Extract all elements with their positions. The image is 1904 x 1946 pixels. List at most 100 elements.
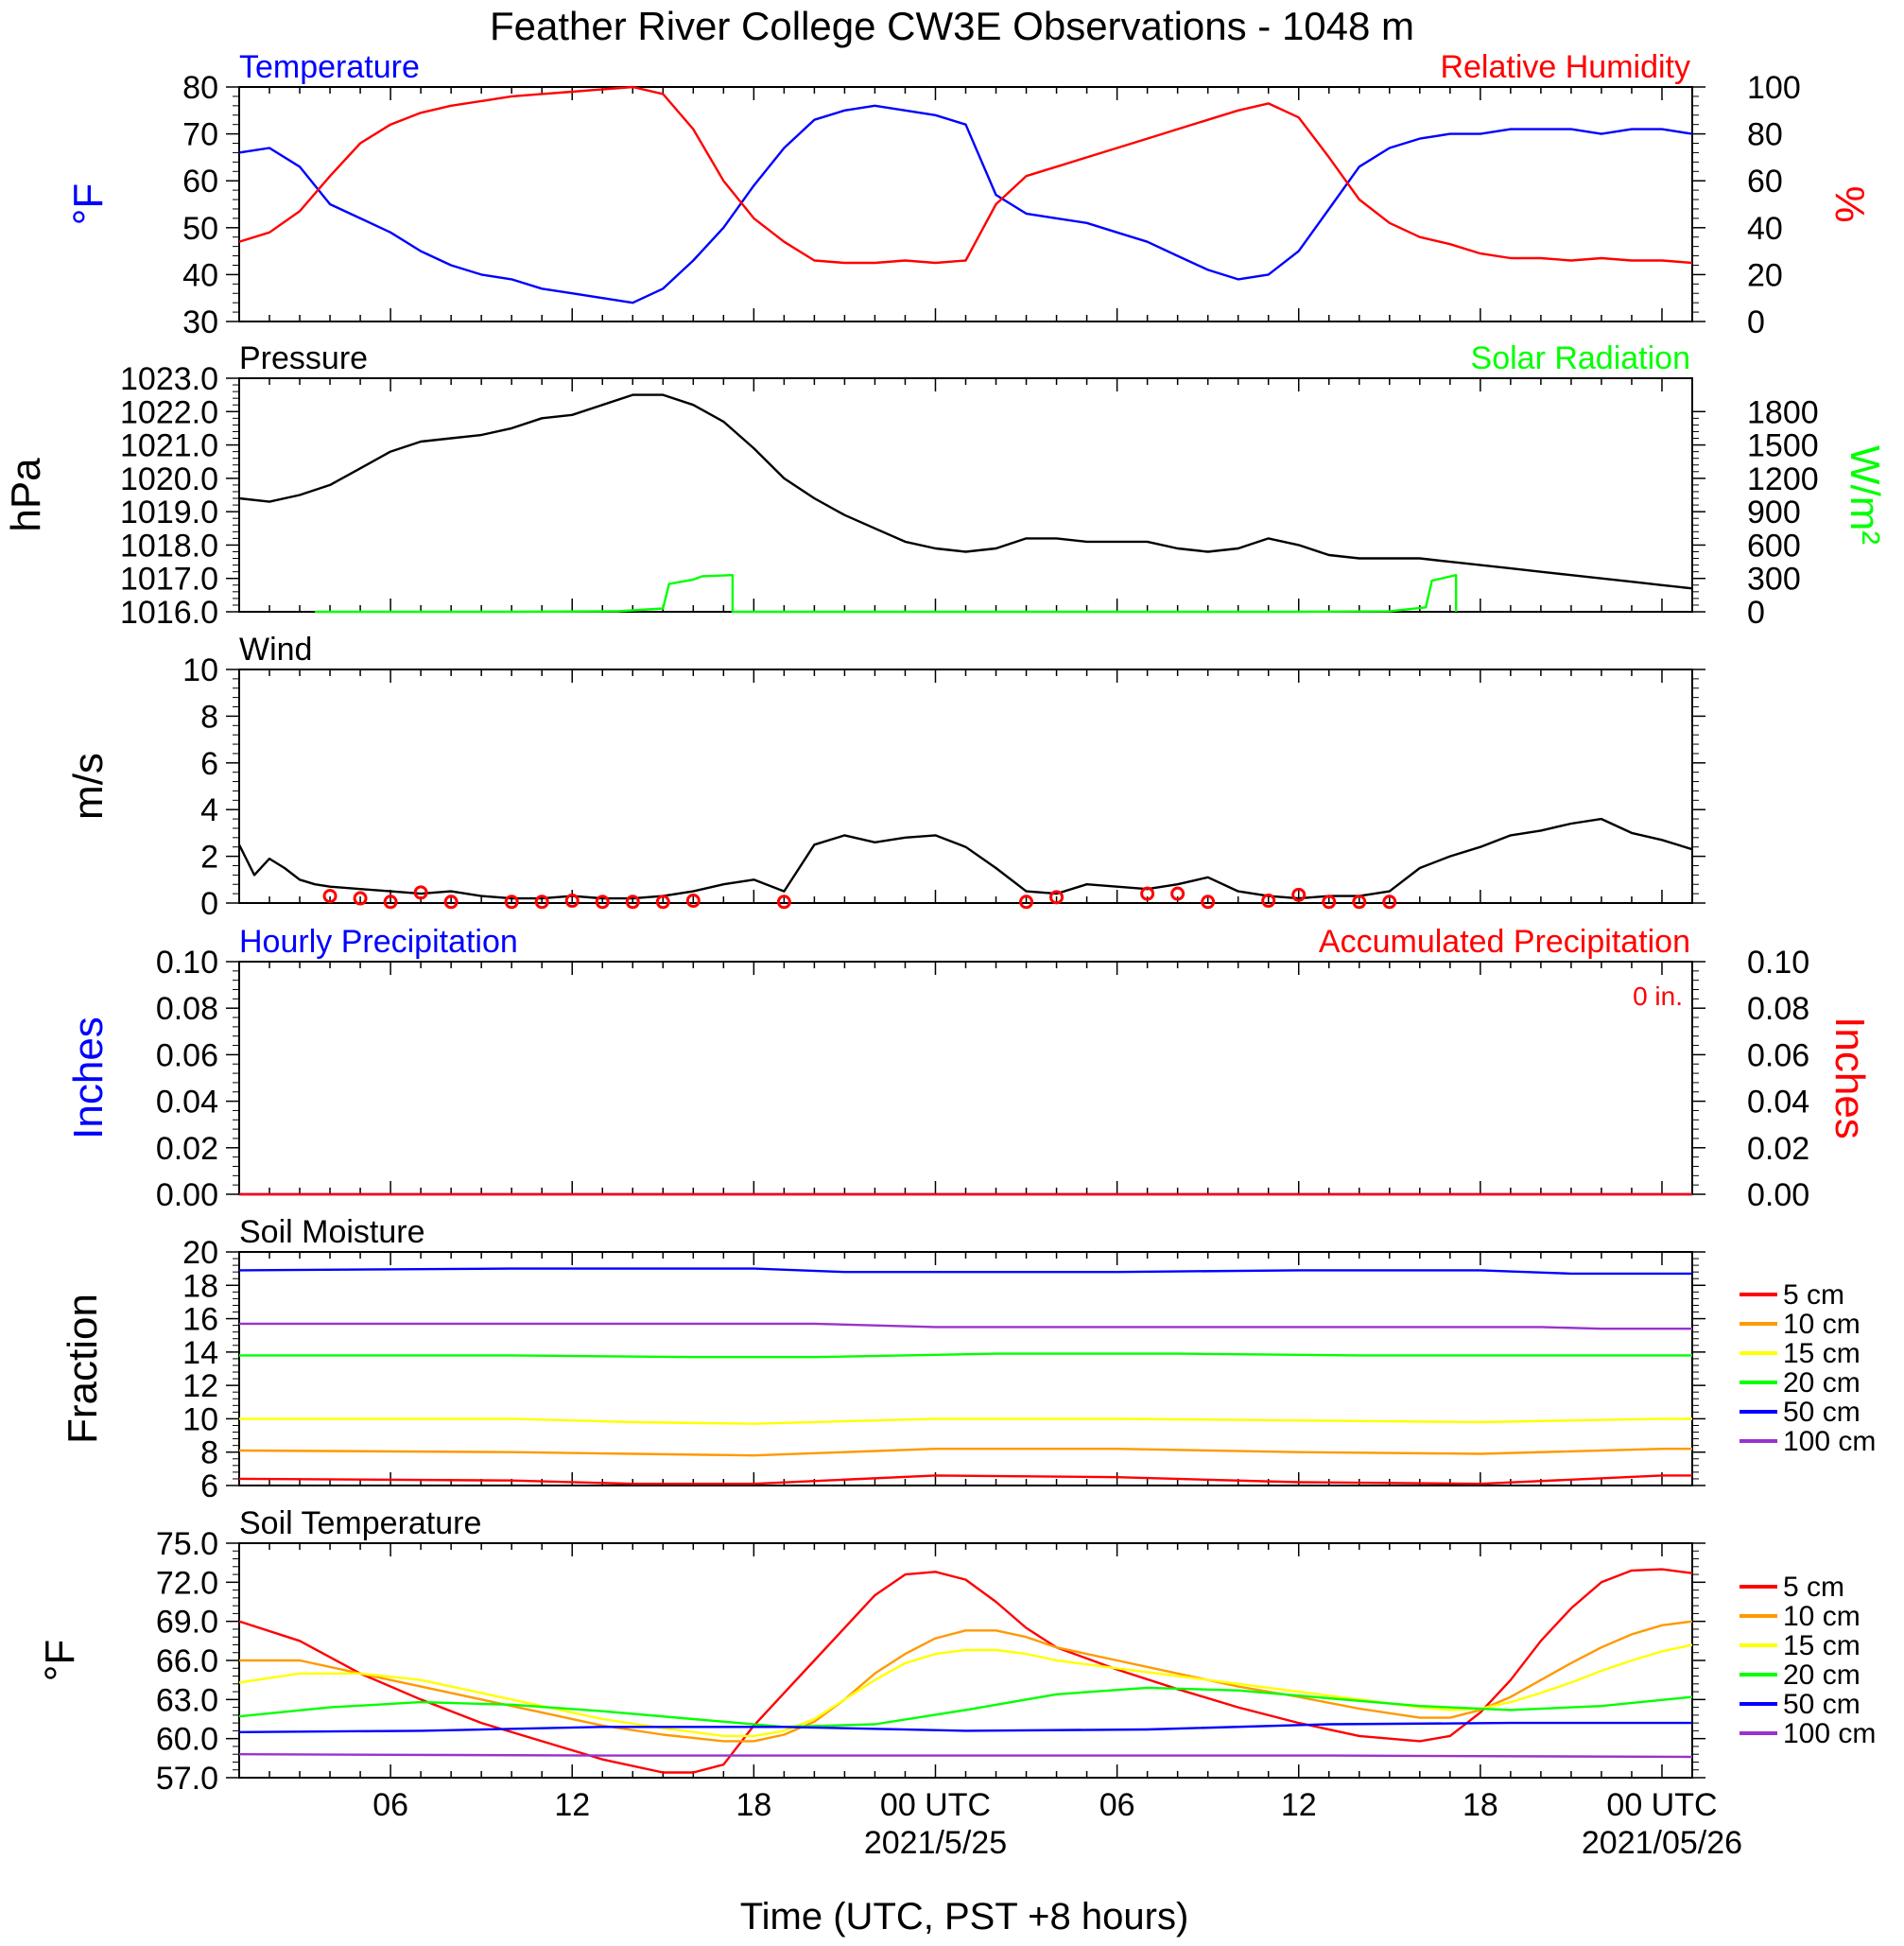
y-left-tick-label: 4 [200,792,218,828]
x-axis-label: Time (UTC, PST +8 hours) [740,1896,1189,1937]
calm-wind-marker [1382,895,1397,910]
calm-wind-marker [1352,895,1367,910]
panel-right-title: Solar Radiation [1471,340,1690,376]
x-tick-label: 12 [554,1787,590,1823]
figure-title: Feather River College CW3E Observations … [490,4,1414,48]
y-left-tick-label: 1019.0 [120,495,218,530]
y-right-tick-label: 0.00 [1747,1177,1809,1213]
calm-wind-marker [1140,886,1155,901]
y-left-tick-label: 10 [182,1401,218,1437]
panel-left-title: Pressure [239,340,368,376]
x-tick-label: 06 [1099,1787,1135,1823]
y-left-tick-label: 0.04 [156,1085,218,1121]
series-line-15-cm [239,1417,1692,1425]
series-line-pressure [238,393,1693,590]
y-right-unit-label: W/m² [1842,445,1888,545]
panel-right-title: Accumulated Precipitation [1319,924,1690,960]
calm-wind-marker [655,895,670,910]
legend-label: 10 cm [1783,1601,1861,1632]
panel-temperature-humidity: 30 40 50 60 70 80 0 20 40 60 80 100 Temperature Relat… [65,49,1873,340]
calm-wind-marker [1201,895,1216,910]
calm-wind-marker [685,894,701,909]
y-left-tick-label: 66.0 [156,1643,218,1679]
y-left-tick-label: 8 [200,1435,218,1471]
y-left-unit-label: m/s [65,753,112,820]
plot-frame [238,961,1693,1195]
y-left-tick-label: 0 [200,886,218,922]
y-right-tick-label: 0.08 [1747,991,1809,1027]
x-tick-label: 00 UTC [880,1787,991,1823]
y-right-tick-label: 1200 [1747,461,1819,497]
y-left-tick-label: 6 [200,746,218,782]
series-line-wind [237,817,1693,900]
y-left-tick-label: 57.0 [156,1761,218,1797]
panel-left-title: Hourly Precipitation [239,924,518,960]
series-line-5-cm [238,1474,1692,1486]
y-left-tick-label: 30 [182,304,218,340]
y-left-tick-label: 1022.0 [120,394,218,430]
y-right-tick-label: 0 [1747,304,1765,340]
series-line-temperature [238,104,1693,304]
y-left-tick-label: 1017.0 [120,562,218,598]
calm-wind-marker [595,895,610,910]
calm-wind-marker [383,895,398,910]
y-left-tick-label: 0.08 [156,991,218,1027]
series-line-50-cm [238,1721,1692,1733]
y-left-tick-label: 18 [182,1268,218,1304]
calm-wind-marker [1170,886,1186,901]
y-left-tick-label: 20 [182,1235,218,1271]
calm-wind-marker [1261,894,1276,909]
y-right-tick-label: 0.02 [1747,1131,1809,1167]
y-left-unit-label: °F [37,1640,83,1681]
x-tick-label: 18 [736,1787,771,1823]
panel-left-title: Wind [239,632,312,668]
series-line-10-cm [239,1620,1693,1743]
legend-label: 50 cm [1783,1397,1861,1428]
y-right-tick-label: 40 [1747,211,1783,247]
legend-label: 100 cm [1783,1426,1876,1457]
y-right-unit-label: % [1826,185,1873,222]
series-line-20-cm [238,1686,1693,1729]
calm-wind-marker [353,891,368,906]
y-left-tick-label: 1016.0 [120,595,218,631]
calm-wind-marker [564,894,580,909]
y-right-tick-label: 100 [1747,70,1801,106]
y-right-tick-label: 1500 [1747,428,1819,464]
y-right-tick-label: 1800 [1747,394,1819,430]
series-line-100-cm [239,1322,1692,1330]
legend-label: 15 cm [1783,1338,1861,1369]
x-tick-label: 06 [372,1787,408,1823]
y-left-tick-label: 0.02 [156,1131,218,1167]
y-left-tick-label: 8 [200,699,218,735]
panel-soil-temperature: 57.060.0 63.066.069.0 72.075.0 Soil Tempera… [37,1505,1876,1797]
x-date-label: 2021/5/25 [864,1825,1007,1861]
calm-wind-marker [413,885,428,900]
panel-precipitation: 0.00 0.02 0.04 0.06 0.08 0.10 0.00 0.02 0.04 0.06… [65,924,1873,1213]
plot-frame [238,1251,1693,1486]
y-right-tick-label: 0.10 [1747,945,1809,981]
y-left-tick-label: 72.0 [156,1565,218,1601]
calm-wind-marker [1322,895,1337,910]
series-line-20-cm [239,1352,1692,1359]
y-left-tick-label: 0.10 [156,945,218,981]
series-line-50-cm [238,1267,1692,1276]
calm-wind-marker [1049,890,1065,905]
y-left-tick-label: 60 [182,164,218,200]
y-left-tick-label: 70 [182,117,218,153]
plot-frame [238,86,1693,322]
x-tick-label: 18 [1463,1787,1498,1823]
y-right-unit-label: Inches [1826,1016,1873,1139]
y-left-tick-label: 1018.0 [120,528,218,564]
calm-wind-marker [625,895,640,910]
calm-wind-marker [776,895,791,910]
calm-wind-marker [443,895,459,910]
legend-label: 100 cm [1783,1718,1876,1749]
calm-wind-marker [1019,895,1034,910]
y-left-tick-label: 50 [182,211,218,247]
panel-right-title: Relative Humidity [1440,49,1690,85]
x-tick-label: 12 [1281,1787,1317,1823]
plot-frame [238,1542,1693,1779]
